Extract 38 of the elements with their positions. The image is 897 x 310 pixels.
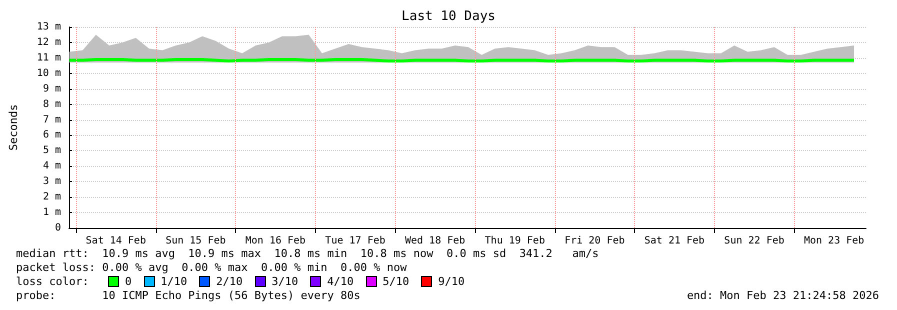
text: packet loss: 0.00 % avg 0.00 % max 0.00 % min 0.00 % now	[16, 261, 407, 274]
x-tick-label: Sun 22 Feb	[724, 236, 784, 246]
y-tick-label: 9 m	[42, 83, 61, 94]
x-tick-label: Sat 21 Feb	[644, 236, 705, 246]
x-tick-label: Thu 19 Feb	[484, 236, 545, 246]
text: 1/10	[160, 275, 188, 288]
y-tick-label: 12 m	[36, 36, 61, 48]
text: 0	[125, 275, 132, 288]
y-tick-label: 0	[54, 222, 61, 234]
text: 9/10	[438, 275, 465, 288]
y-tick-label: 11 m	[36, 52, 61, 64]
x-tick-label: Sun 15 Feb	[166, 236, 226, 246]
y-tick-label: 13 m	[36, 22, 61, 32]
x-tick-label: Sat 14 Feb	[86, 236, 146, 246]
x-tick-label: Wed 18 Feb	[404, 236, 466, 246]
text: end: Mon Feb 23 21:24:58 2026	[686, 289, 879, 302]
x-tick-label: Mon 16 Feb	[245, 236, 306, 246]
text: 5/10	[382, 275, 410, 288]
y-tick-label: 2 m	[42, 192, 61, 203]
y-tick-label: 1 m	[42, 207, 61, 218]
x-tick-label: Mon 23 Feb	[804, 236, 864, 246]
y-tick-label: 6 m	[42, 130, 61, 141]
x-tick-label: Fri 20 Feb	[564, 236, 625, 246]
text: probe: 10 ICMP Echo Pings (56 Bytes) every 80s	[16, 289, 360, 302]
x-tick-label: Tue 17 Feb	[325, 236, 386, 246]
text: 4/10	[327, 275, 354, 288]
y-tick-label: 7 m	[42, 114, 61, 126]
chart-title: Last 10 Days	[402, 9, 496, 24]
y-tick-label: 5 m	[42, 145, 61, 156]
text: median rtt: 10.9 ms avg 10.9 ms max 10.8 ms min 10.8 ms now 0.0 ms sd 341.2 am/s	[16, 247, 599, 260]
y-tick-label: 3 m	[42, 176, 61, 188]
y-axis-title: Seconds	[7, 104, 20, 151]
text: 2/10	[216, 275, 243, 288]
y-tick-label: 4 m	[42, 160, 61, 172]
y-tick-label: 10 m	[36, 68, 61, 79]
y-tick-label: 8 m	[42, 98, 61, 110]
text: loss color:	[16, 275, 89, 288]
text: 3/10	[272, 275, 298, 288]
